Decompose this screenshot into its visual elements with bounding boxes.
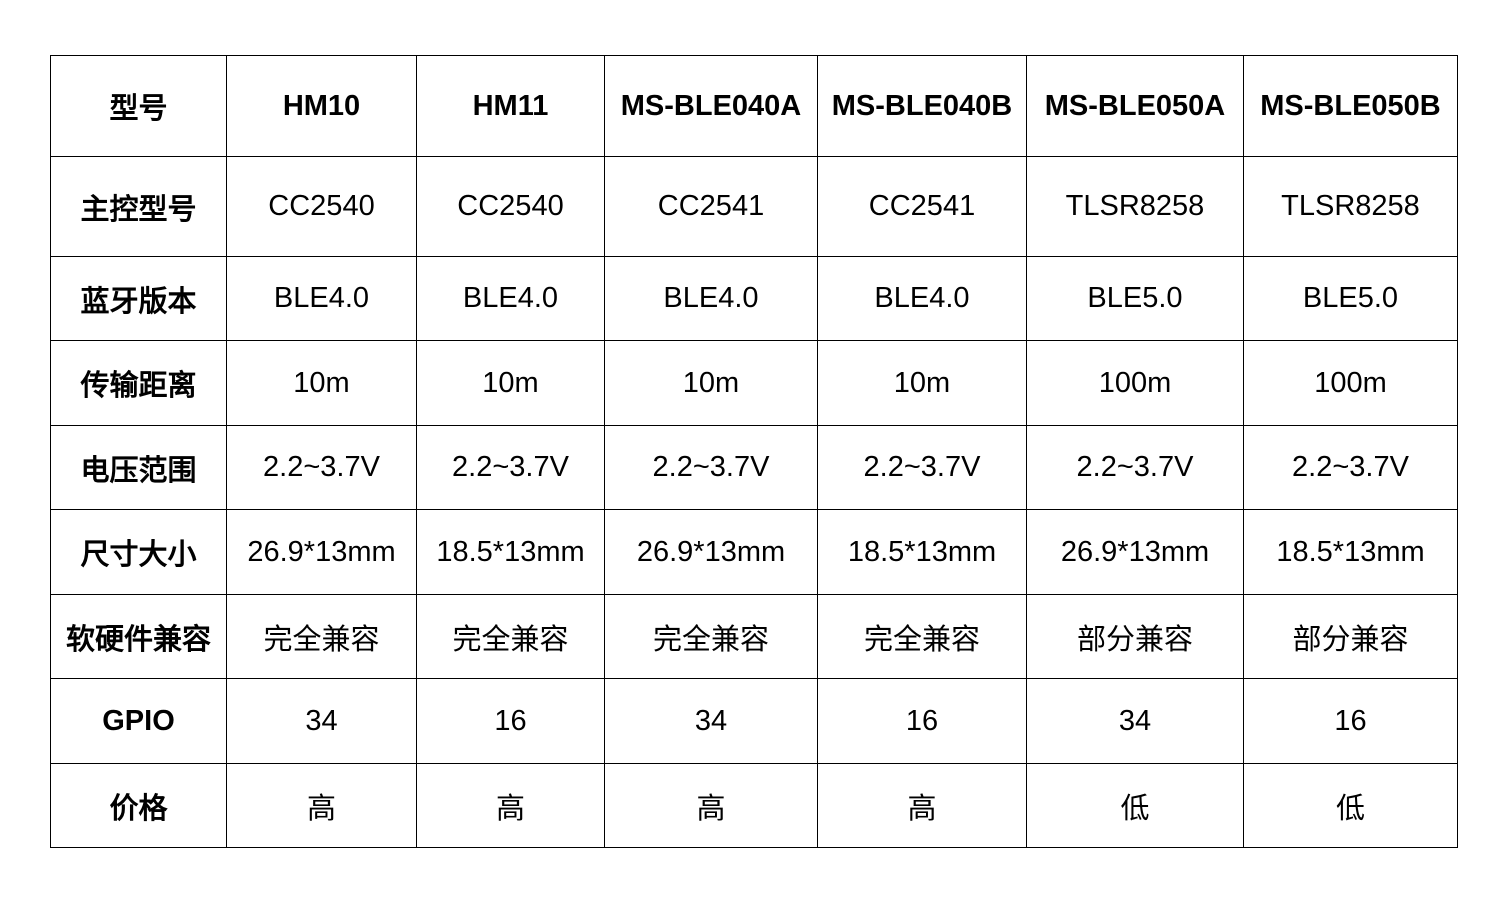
header-cell: HM10 <box>226 55 417 157</box>
table-row: 电压范围 2.2~3.7V 2.2~3.7V 2.2~3.7V 2.2~3.7V 2.2~… <box>50 425 1458 510</box>
table-cell: 100m <box>1026 340 1244 426</box>
table-cell: 34 <box>604 678 818 764</box>
header-cell: MS-BLE040B <box>817 55 1027 157</box>
table-cell: 34 <box>226 678 417 764</box>
table-cell: TLSR8258 <box>1243 156 1458 257</box>
table-cell: 低 <box>1243 763 1458 848</box>
row-label-cell: 蓝牙版本 <box>50 256 227 341</box>
table-cell: 18.5*13mm <box>817 509 1027 595</box>
header-cell: MS-BLE050B <box>1243 55 1458 157</box>
header-row: 型号 HM10 HM11 MS-BLE040A MS-BLE040B MS-BLE050A… <box>50 55 1458 157</box>
table-cell: CC2541 <box>817 156 1027 257</box>
table-cell: 34 <box>1026 678 1244 764</box>
table-cell: BLE5.0 <box>1026 256 1244 341</box>
row-label-cell: 电压范围 <box>50 425 227 510</box>
table-cell: 完全兼容 <box>226 594 417 679</box>
table-cell: BLE4.0 <box>226 256 417 341</box>
table-cell: CC2540 <box>416 156 605 257</box>
table-cell: 100m <box>1243 340 1458 426</box>
table-cell: 10m <box>604 340 818 426</box>
table-cell: 16 <box>416 678 605 764</box>
comparison-table: 型号 HM10 HM11 MS-BLE040A MS-BLE040B MS-BLE050A… <box>50 55 1458 848</box>
table-cell: 部分兼容 <box>1026 594 1244 679</box>
header-cell: MS-BLE040A <box>604 55 818 157</box>
table-cell: 完全兼容 <box>817 594 1027 679</box>
table-cell: 10m <box>817 340 1027 426</box>
table-cell: 2.2~3.7V <box>1243 425 1458 510</box>
table-cell: BLE4.0 <box>416 256 605 341</box>
table-cell: 2.2~3.7V <box>817 425 1027 510</box>
header-cell: HM11 <box>416 55 605 157</box>
table-cell: 18.5*13mm <box>416 509 605 595</box>
table-cell: 10m <box>226 340 417 426</box>
table-cell: 16 <box>817 678 1027 764</box>
table-cell: 高 <box>604 763 818 848</box>
table-row: 主控型号 CC2540 CC2540 CC2541 CC2541 TLSR8258 TLSR… <box>50 156 1458 257</box>
table-cell: 16 <box>1243 678 1458 764</box>
table-cell: 2.2~3.7V <box>416 425 605 510</box>
row-label-cell: 软硬件兼容 <box>50 594 227 679</box>
table-cell: 26.9*13mm <box>604 509 818 595</box>
table-row: 尺寸大小 26.9*13mm 18.5*13mm 26.9*13mm 18.5*13mm… <box>50 509 1458 595</box>
table-cell: 完全兼容 <box>604 594 818 679</box>
table-row: 价格高高高高低低 <box>50 763 1458 848</box>
table-cell: 低 <box>1026 763 1244 848</box>
table-cell: 18.5*13mm <box>1243 509 1458 595</box>
table-cell: 26.9*13mm <box>1026 509 1244 595</box>
table-cell: CC2540 <box>226 156 417 257</box>
table-cell: BLE5.0 <box>1243 256 1458 341</box>
table-row: 蓝牙版本 BLE4.0 BLE4.0 BLE4.0 BLE4.0 BLE5.0 BLE5.0 <box>50 256 1458 341</box>
row-label-cell: 传输距离 <box>50 340 227 426</box>
table-cell: 完全兼容 <box>416 594 605 679</box>
table-row: 软硬件兼容 完全兼容 完全兼容 完全兼容 完全兼容 部分兼容 部分兼容 <box>50 594 1458 679</box>
row-label-cell: 尺寸大小 <box>50 509 227 595</box>
table-cell: 2.2~3.7V <box>604 425 818 510</box>
table-cell: 高 <box>416 763 605 848</box>
row-label-cell: GPIO <box>50 678 227 764</box>
row-label-cell: 价格 <box>50 763 227 848</box>
table-row: GPIO 34 16 34 16 34 16 <box>50 678 1458 764</box>
table-cell: 2.2~3.7V <box>226 425 417 510</box>
table-cell: TLSR8258 <box>1026 156 1244 257</box>
table-cell: 26.9*13mm <box>226 509 417 595</box>
table-row: 传输距离 10m 10m 10m 10m 100m 100m <box>50 340 1458 426</box>
table-cell: CC2541 <box>604 156 818 257</box>
table-cell: 部分兼容 <box>1243 594 1458 679</box>
table-cell: BLE4.0 <box>604 256 818 341</box>
table-cell: 2.2~3.7V <box>1026 425 1244 510</box>
table-cell: BLE4.0 <box>817 256 1027 341</box>
table-cell: 高 <box>817 763 1027 848</box>
header-cell: MS-BLE050A <box>1026 55 1244 157</box>
header-cell: 型号 <box>50 55 227 157</box>
row-label-cell: 主控型号 <box>50 156 227 257</box>
table-cell: 10m <box>416 340 605 426</box>
table-cell: 高 <box>226 763 417 848</box>
